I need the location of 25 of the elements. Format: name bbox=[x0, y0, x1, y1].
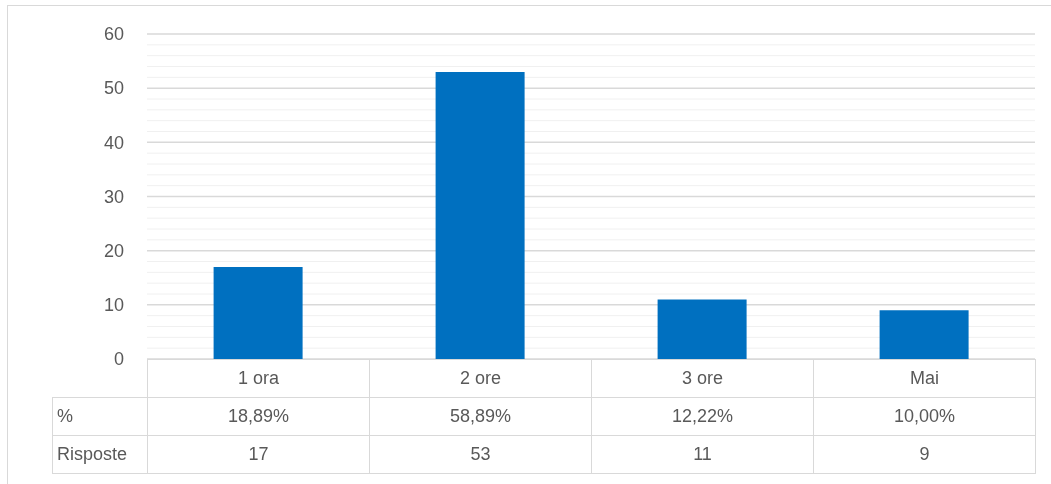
x-tick-label: 1 ora bbox=[237, 368, 280, 388]
text: 58,89% bbox=[449, 406, 512, 426]
y-tick-label: 30 bbox=[103, 186, 124, 207]
x-tick-label: 2 ore bbox=[459, 368, 502, 388]
data-label: 11 bbox=[591, 435, 814, 474]
bar bbox=[213, 266, 303, 359]
x-tick-label: Mai bbox=[909, 368, 939, 388]
bar bbox=[657, 299, 747, 359]
y-tick-label: 40 bbox=[103, 132, 124, 153]
data-label: 53 bbox=[369, 435, 592, 474]
text: 18,89% bbox=[227, 406, 290, 426]
text: 10,00% bbox=[893, 406, 956, 426]
bar bbox=[435, 71, 525, 359]
y-tick-label: 20 bbox=[103, 240, 124, 261]
y-tick-label: 10 bbox=[103, 295, 124, 316]
data-label: 17 bbox=[147, 435, 370, 474]
x-tick-label: 3 ore bbox=[681, 368, 724, 388]
text: 12,22% bbox=[671, 406, 734, 426]
y-tick-label: 60 bbox=[103, 24, 124, 45]
text: % bbox=[57, 406, 74, 426]
y-tick-label: 0 bbox=[113, 349, 124, 370]
text: Risposte bbox=[57, 444, 128, 464]
data-label: 9 bbox=[813, 435, 1036, 474]
bar bbox=[879, 310, 969, 359]
y-tick-label: 50 bbox=[103, 78, 124, 99]
